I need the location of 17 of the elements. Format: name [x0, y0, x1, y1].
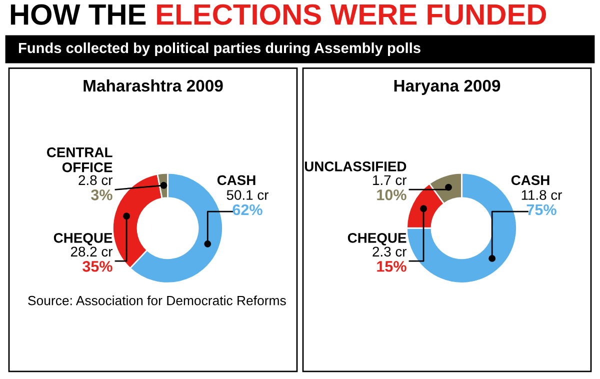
slice-label: UNCLASSIFIED	[304, 162, 406, 172]
slice-label: CHEQUE	[54, 233, 112, 246]
data-label: 50.1 cr 62%	[226, 190, 268, 216]
source-note: Source: Association for Democratic Reforms	[28, 296, 286, 306]
data-label: 11.8 cr 75%	[522, 190, 562, 216]
slice-label: CENTRAL OFFICE	[46, 147, 112, 172]
slice-label: CASH	[217, 175, 256, 186]
data-label: 1.7 cr 10%	[373, 175, 407, 200]
slice-label: CASH	[511, 175, 550, 186]
data-label: 2.3 cr 15%	[372, 246, 407, 272]
chart-title: Maharashtra 2009	[84, 79, 223, 92]
data-label: 28.2 cr 35%	[70, 246, 113, 272]
data-label: 2.8 cr 3%	[78, 175, 113, 200]
text: HOW THE ELECTIONS WERE FUNDED	[10, 4, 546, 25]
chart-title: Haryana 2009	[394, 80, 500, 95]
text: Funds collected by political parties during Assembly polls	[18, 42, 420, 56]
slice-label: CHEQUE	[348, 233, 406, 246]
